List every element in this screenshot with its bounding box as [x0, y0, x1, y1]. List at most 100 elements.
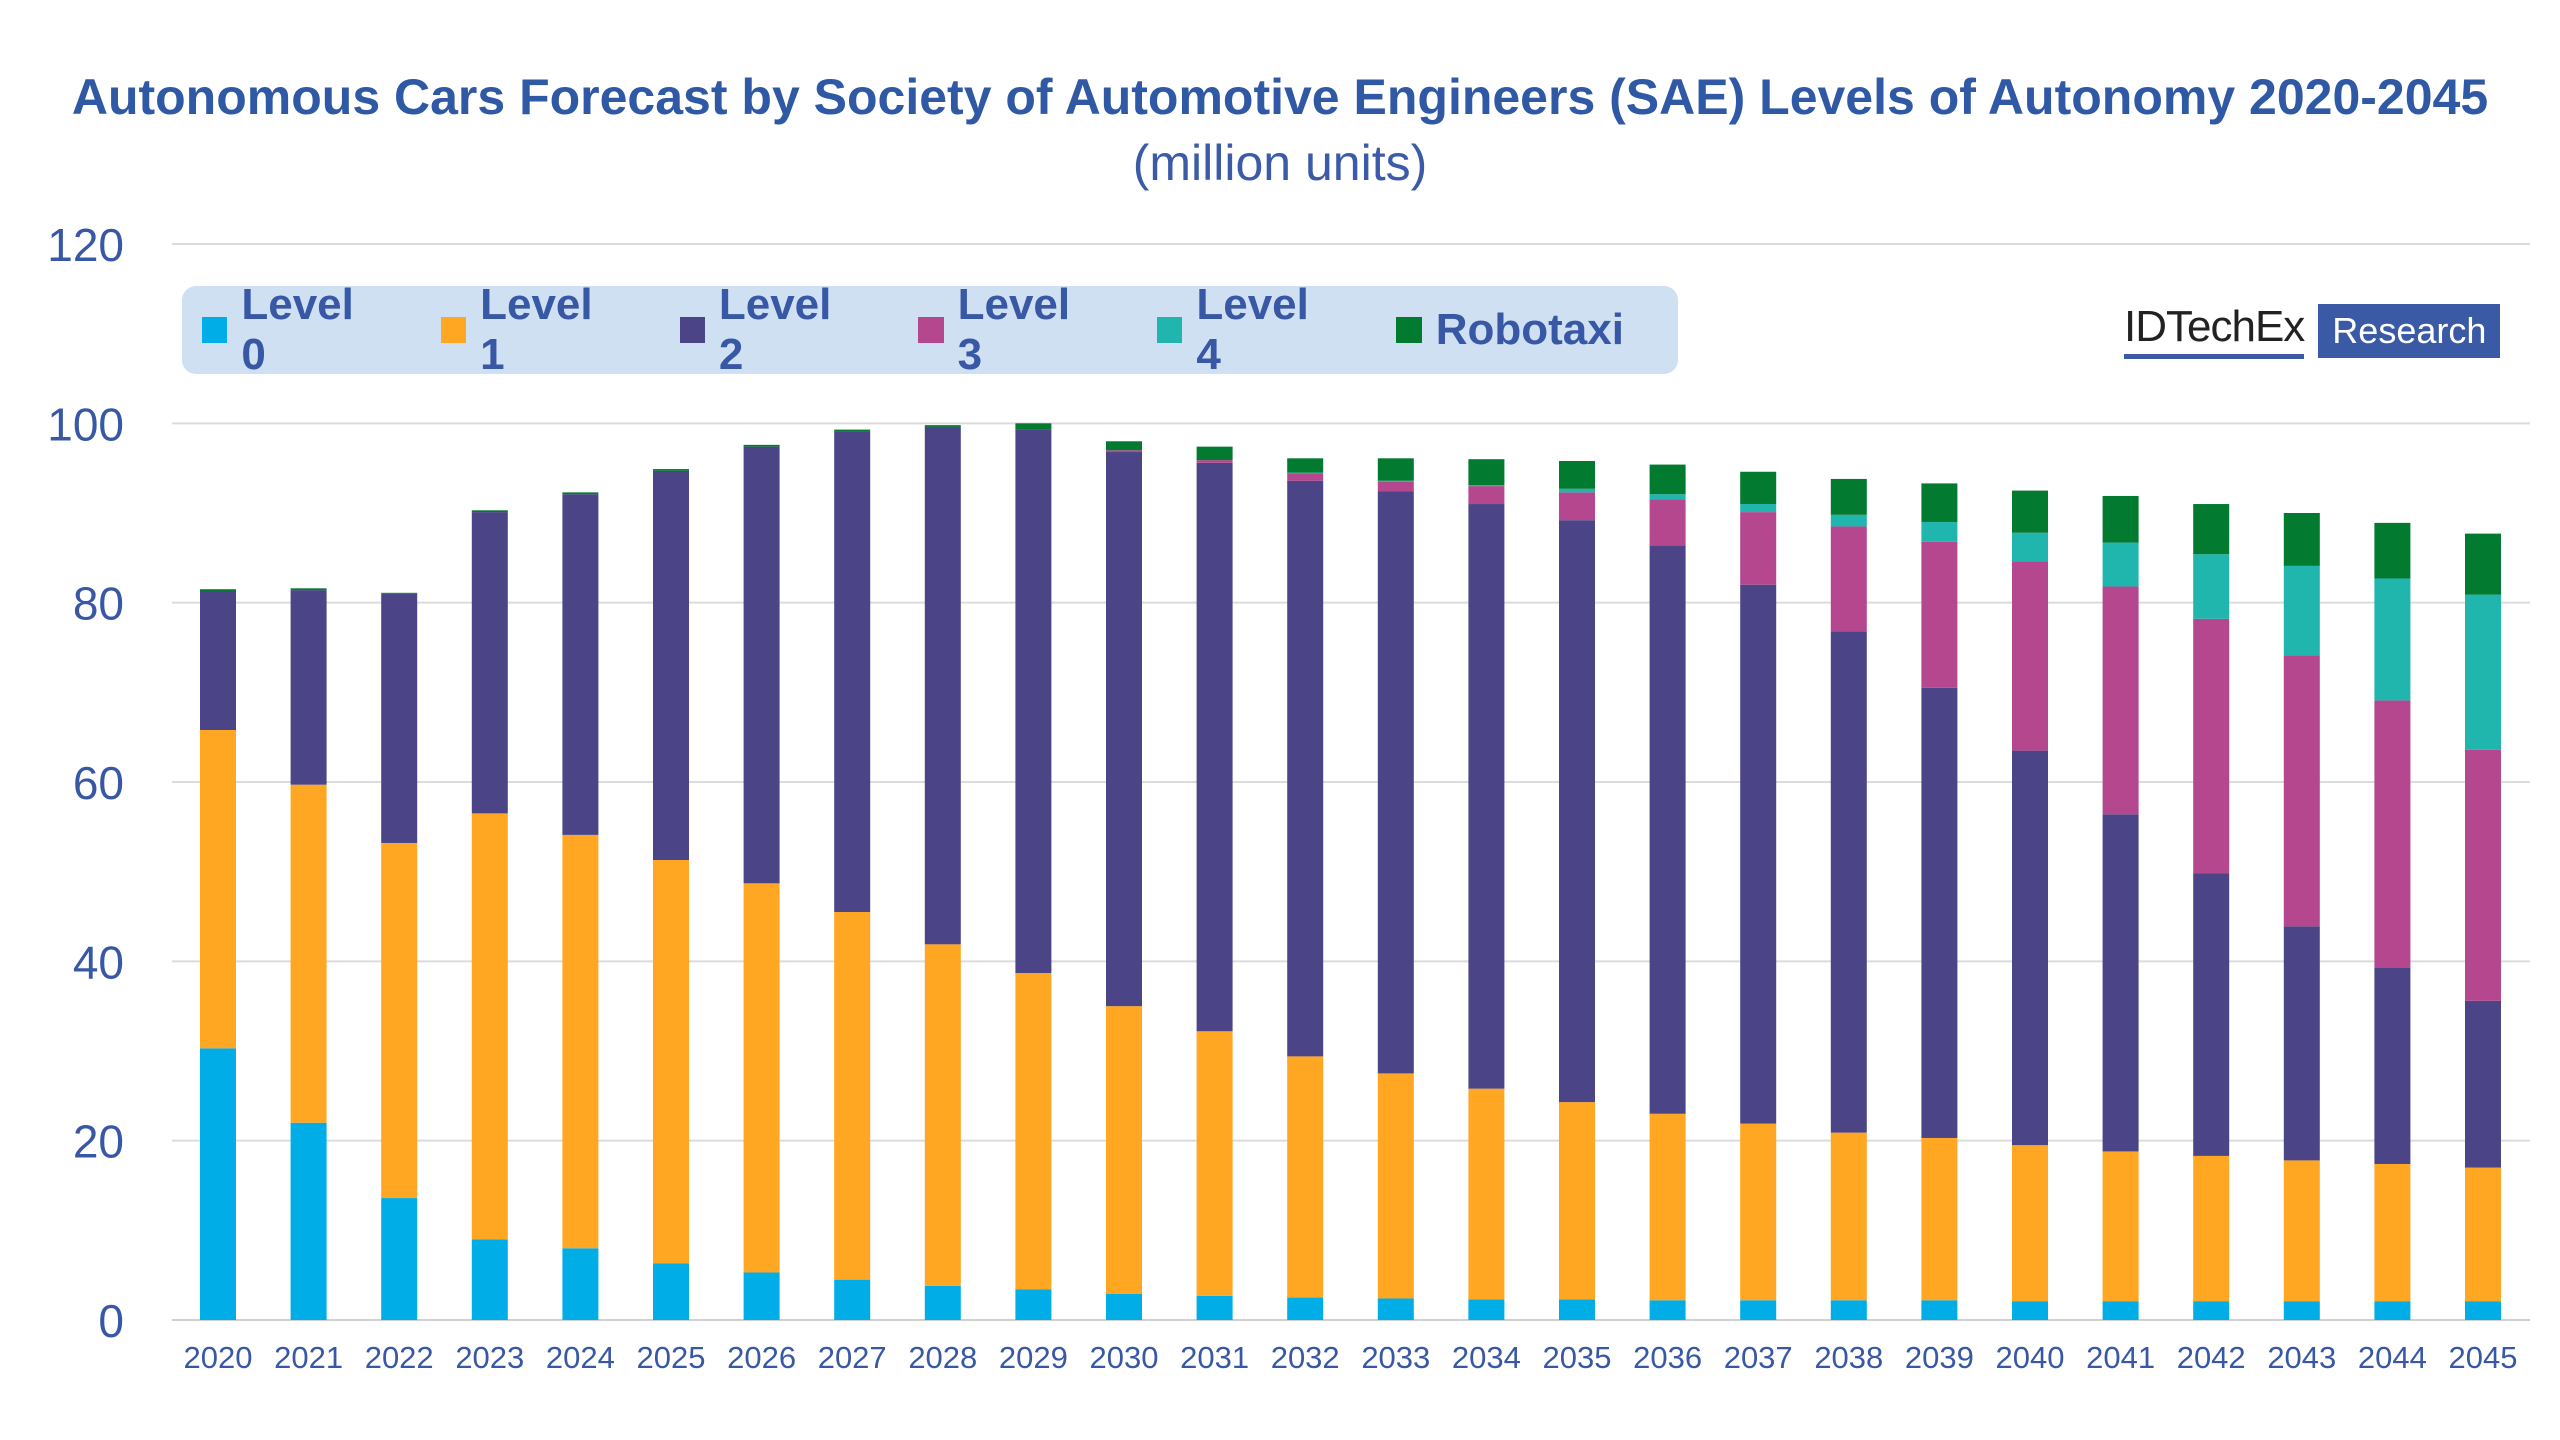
bar-segment-level-1: [834, 912, 871, 1280]
bar-segment-robotaxi: [2465, 533, 2501, 595]
bar-segment-level-2: [1106, 452, 1142, 1007]
chart-subtitle: (million units): [1132, 135, 1428, 191]
bar-segment-level-0: [1106, 1293, 1142, 1320]
legend-swatch: [918, 317, 944, 343]
bar-segment-level-3: [2193, 618, 2230, 874]
bar-segment-robotaxi: [1196, 446, 1233, 461]
bar-segment-level-2: [1287, 480, 1324, 1057]
bar-segment-level-0: [743, 1272, 780, 1320]
legend-item: Level 0: [202, 280, 387, 380]
bar-segment-level-1: [2102, 1151, 2139, 1302]
x-tick-label: 2025: [637, 1340, 706, 1375]
bar-segment-level-3: [1921, 541, 1958, 688]
x-tick-label: 2022: [365, 1340, 434, 1375]
bar-segment-level-0: [1015, 1289, 1052, 1320]
bar-segment-level-2: [2465, 1000, 2501, 1168]
bar-segment-robotaxi: [1106, 441, 1142, 451]
bar-segment-robotaxi: [653, 469, 689, 471]
bar-segment-robotaxi: [471, 510, 508, 513]
bar-segment-level-2: [562, 494, 599, 835]
bar-segment-level-2: [1015, 429, 1052, 973]
bar-segment-level-2: [653, 470, 689, 861]
x-tick-label: 2026: [727, 1340, 796, 1375]
bar-segment-level-1: [290, 784, 327, 1123]
bar-segment-robotaxi: [200, 589, 236, 592]
y-tick-label: 120: [47, 219, 124, 271]
bar-segment-level-4: [1830, 514, 1867, 527]
bar-segment-level-1: [200, 729, 236, 1049]
bar-segment-level-2: [1559, 520, 1595, 1103]
chart-title: Autonomous Cars Forecast by Society of A…: [71, 69, 2489, 125]
bar-segment-level-0: [1740, 1300, 1777, 1320]
legend-label: Level 3: [957, 280, 1071, 379]
legend-swatch: [679, 317, 705, 343]
bar-segment-robotaxi: [2283, 513, 2320, 566]
bar-segment-robotaxi: [1015, 423, 1052, 430]
bar-segment-level-4: [2374, 578, 2411, 701]
bar-segment-level-4: [2193, 554, 2230, 619]
bar-segment-level-0: [1830, 1300, 1867, 1320]
bar-segment-level-0: [1559, 1299, 1595, 1320]
bar-segment-level-2: [834, 431, 871, 913]
bar-segment-level-1: [1468, 1088, 1505, 1300]
x-tick-label: 2034: [1452, 1340, 1521, 1375]
bar-segment-level-3: [1106, 450, 1142, 453]
bar-segment-level-0: [1468, 1299, 1505, 1320]
bar-segment-level-2: [1830, 631, 1867, 1133]
bar-segment-level-2: [381, 593, 418, 843]
x-tick-label: 2028: [908, 1340, 977, 1375]
bar-segment-robotaxi: [1740, 471, 1777, 505]
bar-segment-level-3: [1830, 526, 1867, 632]
bar-segment-level-0: [2193, 1301, 2230, 1320]
bar-segment-level-4: [2283, 565, 2320, 656]
bar-segment-level-3: [1196, 460, 1233, 463]
legend-label: Robotaxi: [1435, 305, 1624, 354]
bar-segment-robotaxi: [381, 592, 418, 594]
bar-segment-level-4: [1468, 485, 1505, 487]
bar-segment-level-2: [1649, 545, 1686, 1114]
bar-segment-level-0: [1287, 1297, 1324, 1320]
bar-segment-robotaxi: [1921, 483, 1958, 522]
bar-segment-robotaxi: [834, 429, 871, 432]
x-tick-label: 2036: [1633, 1340, 1702, 1375]
bar-segment-level-2: [2283, 926, 2320, 1161]
x-tick-label: 2042: [2177, 1340, 2246, 1375]
bar-segment-robotaxi: [1559, 460, 1595, 489]
y-tick-label: 20: [73, 1116, 124, 1168]
bar-segment-level-2: [1740, 584, 1777, 1124]
x-tick-label: 2039: [1905, 1340, 1974, 1375]
bar-segment-level-4: [1649, 494, 1686, 500]
x-tick-label: 2020: [184, 1340, 253, 1375]
bar-segment-level-0: [381, 1198, 418, 1320]
legend-label: Level 1: [480, 280, 593, 379]
bar-segment-robotaxi: [2102, 495, 2139, 543]
bar-segment-robotaxi: [1468, 459, 1505, 486]
bar-segment-level-1: [1559, 1102, 1595, 1300]
bar-segment-level-0: [834, 1279, 871, 1320]
bar-segment-level-0: [1921, 1300, 1958, 1320]
idtechex-logo: IDTechEx Research: [2124, 302, 2501, 359]
bar-segment-level-4: [1559, 488, 1595, 493]
bar-segment-level-0: [1649, 1300, 1686, 1320]
x-tick-label: 2044: [2358, 1340, 2427, 1375]
bar-segment-level-0: [2012, 1301, 2048, 1320]
y-tick-label: 40: [73, 936, 124, 988]
bar-segment-level-1: [1921, 1137, 1958, 1301]
legend-swatch: [1157, 317, 1183, 343]
bar-segment-level-3: [1740, 512, 1777, 585]
bar-segment-level-1: [1377, 1073, 1414, 1299]
bar-segment-level-2: [2193, 873, 2230, 1156]
bar-segment-level-2: [290, 590, 327, 785]
legend-item: Level 2: [679, 280, 865, 380]
bar-segment-level-2: [2374, 967, 2411, 1164]
bar-segment-level-4: [1287, 472, 1324, 474]
bar-segment-level-1: [1740, 1123, 1777, 1301]
bar-segment-level-1: [1649, 1113, 1686, 1301]
legend-swatch: [202, 317, 228, 343]
legend: Level 0 Level 1 Level 2 Level 3 Level 4 Robot…: [182, 280, 1678, 379]
bar-segment-level-1: [2465, 1167, 2501, 1302]
x-tick-label: 2023: [455, 1340, 524, 1375]
bar-segment-level-1: [924, 944, 961, 1286]
bar-segment-robotaxi: [1377, 458, 1414, 481]
